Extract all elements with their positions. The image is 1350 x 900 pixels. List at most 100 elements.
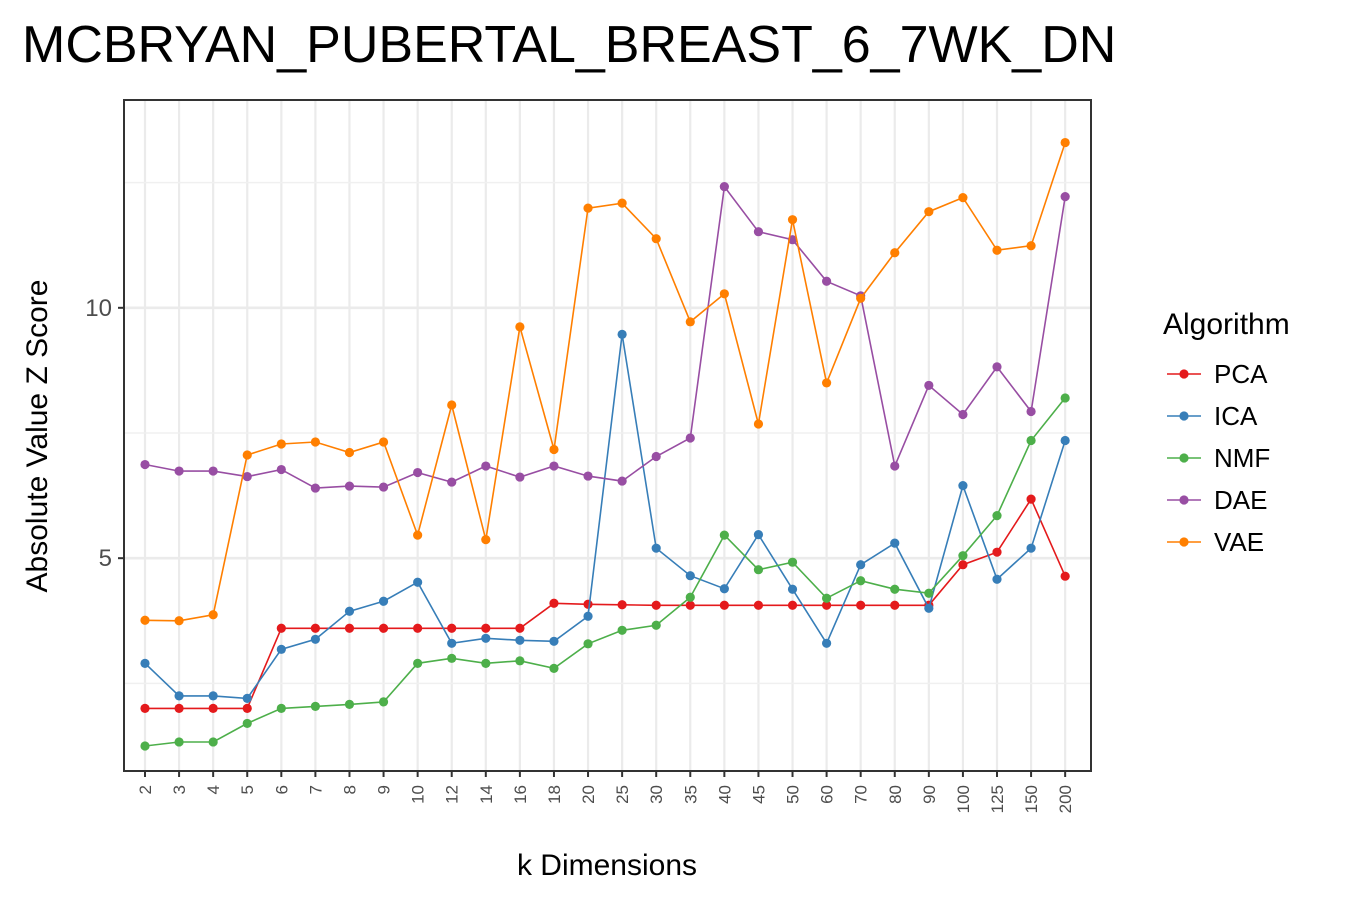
y-tick-label: 10 [85, 295, 112, 322]
data-point-pca [856, 600, 866, 610]
data-point-dae [890, 461, 900, 471]
data-point-vae [753, 419, 764, 429]
data-point-ica [378, 596, 389, 606]
data-point-pca [174, 703, 184, 714]
data-point-dae [413, 467, 423, 478]
data-point-dae [651, 451, 661, 462]
data-point-dae [685, 433, 695, 443]
data-point-ica [822, 638, 832, 648]
series-line-pca [145, 497, 1066, 710]
data-point-pca [890, 600, 900, 610]
data-point-ica [719, 584, 729, 594]
x-tick-label: 14 [477, 785, 496, 804]
data-point-ica [242, 693, 252, 703]
horizontal-gridlines [124, 181, 1091, 685]
data-point-pca [992, 547, 1002, 557]
legend: Algorithm PCA ICA NMF DAE VAE [1163, 308, 1290, 557]
x-tick-label: 40 [715, 785, 734, 804]
data-point-vae [378, 437, 389, 447]
data-point-vae [685, 317, 695, 327]
data-point-dae [140, 459, 150, 470]
x-tick-label: 3 [170, 785, 189, 794]
legend-label: PCA [1214, 359, 1268, 389]
x-tick-label: 16 [511, 785, 530, 804]
x-tick-label: 50 [784, 785, 803, 804]
data-point-nmf [344, 699, 355, 710]
x-axis-ticks: 2 3 4 5 6 7 8 9 10 12 14 16 18 20 25 30 35 40 45 50 60 70 80 90… [136, 771, 1075, 813]
x-tick-label: 2 [136, 785, 155, 794]
data-point-ica [140, 658, 150, 668]
data-point-pca [685, 600, 695, 610]
series-vae [140, 137, 1070, 626]
data-point-dae [515, 472, 525, 482]
data-point-vae [822, 378, 832, 388]
data-point-nmf [890, 584, 900, 594]
data-point-ica [651, 543, 661, 553]
data-point-pca [753, 600, 764, 610]
x-axis-title: k Dimensions [517, 849, 697, 882]
data-point-vae [447, 400, 457, 410]
data-point-nmf [549, 663, 559, 673]
y-tick-label: 5 [99, 545, 112, 572]
data-point-ica [1026, 543, 1036, 553]
data-point-pca [583, 599, 593, 609]
data-point-vae [515, 322, 525, 332]
data-point-nmf [174, 737, 184, 747]
data-point-dae [344, 481, 355, 491]
data-point-ica [549, 636, 559, 646]
data-point-ica [344, 606, 355, 616]
data-point-nmf [651, 620, 661, 630]
data-point-vae [787, 215, 798, 225]
data-point-vae [1060, 137, 1070, 148]
legend-key-point [1179, 453, 1189, 463]
data-point-dae [753, 227, 764, 237]
data-point-ica [685, 571, 695, 581]
data-point-nmf [310, 701, 320, 712]
data-point-vae [651, 234, 661, 244]
data-point-vae [617, 198, 627, 208]
series-pca [140, 494, 1070, 714]
data-point-pca [719, 600, 729, 610]
chart-title: MCBRYAN_PUBERTAL_BREAST_6_7WK_DN [22, 16, 1116, 74]
x-tick-label: 9 [375, 785, 394, 794]
data-point-vae [856, 293, 866, 303]
data-point-pca [651, 600, 661, 610]
x-tick-label: 12 [443, 785, 462, 804]
x-tick-label: 10 [409, 785, 428, 804]
series-line-dae [144, 184, 1066, 489]
data-point-ica [208, 691, 218, 701]
x-tick-label: 150 [1022, 785, 1041, 813]
data-point-ica [447, 638, 457, 648]
data-point-nmf [856, 576, 866, 586]
legend-item-dae: DAE [1167, 485, 1267, 515]
legend-key-point [1179, 369, 1189, 379]
x-tick-label: 45 [749, 785, 768, 804]
legend-key-point [1179, 537, 1189, 547]
legend-item-vae: VAE [1167, 527, 1264, 557]
data-point-nmf [753, 565, 764, 575]
data-point-ica [583, 611, 593, 621]
data-point-vae [413, 530, 423, 540]
data-point-vae [1026, 241, 1036, 251]
data-point-vae [992, 245, 1002, 255]
data-point-nmf [719, 530, 729, 540]
data-point-vae [310, 437, 320, 447]
data-point-ica [787, 584, 798, 594]
series-line-vae [144, 142, 1066, 622]
data-point-nmf [276, 703, 286, 714]
data-point-nmf [617, 625, 627, 635]
data-point-nmf [378, 697, 389, 707]
data-point-nmf [685, 592, 695, 602]
data-point-dae [378, 482, 389, 492]
data-point-vae [481, 535, 491, 545]
x-tick-label: 90 [920, 785, 939, 804]
data-point-ica [276, 644, 286, 654]
x-tick-label: 70 [852, 785, 871, 804]
data-point-pca [515, 623, 525, 633]
legend-label: ICA [1214, 401, 1258, 431]
data-point-vae [890, 248, 900, 258]
data-point-nmf [958, 551, 968, 561]
data-point-pca [447, 623, 457, 633]
data-point-vae [208, 610, 218, 620]
data-point-ica [515, 635, 525, 645]
